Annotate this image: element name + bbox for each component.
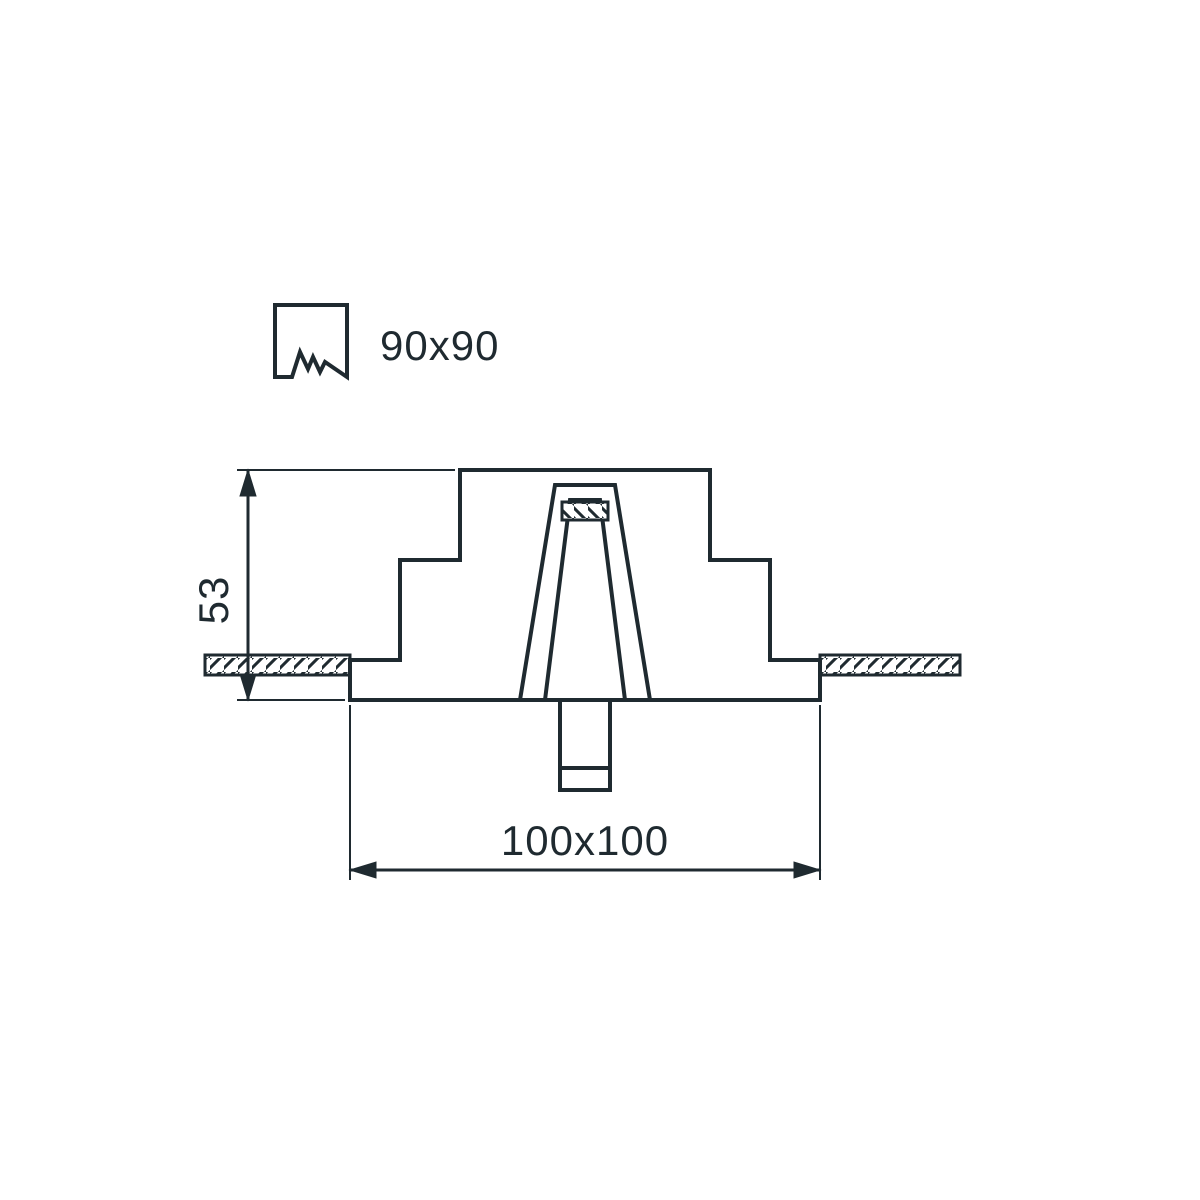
width-label: 100x100: [501, 817, 669, 864]
socket: [560, 700, 610, 790]
dimension-drawing: 90x90 53: [0, 0, 1200, 1200]
height-label: 53: [190, 576, 237, 625]
ceiling-left: [205, 655, 350, 675]
cutout-icon: [275, 305, 347, 377]
ceiling-right: [820, 655, 960, 675]
cutout-label: 90x90: [380, 322, 499, 369]
clip-hatch: [562, 502, 608, 520]
